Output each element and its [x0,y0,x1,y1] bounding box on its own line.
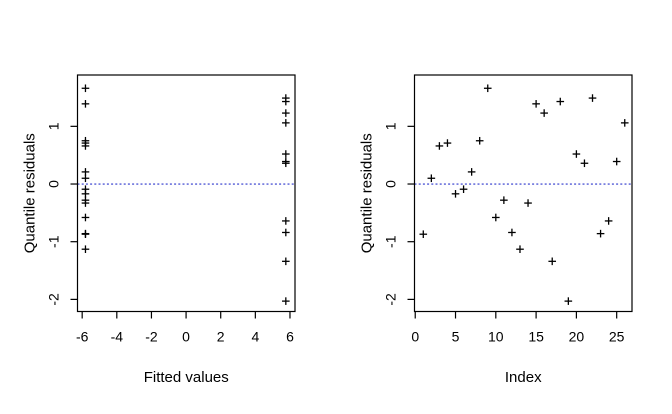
plus-marker [81,199,90,207]
plus-marker [443,139,452,147]
residuals-vs-fitted-plot-area: -6 -4 -2 0 2 4 6 -2 -1 0 1 [46,74,296,345]
plus-marker [81,245,90,254]
y-axis-tick-label: -2 [46,293,62,306]
plus-marker [540,109,548,117]
plus-marker [564,297,573,305]
plus-marker [435,142,444,150]
plus-marker [81,185,90,194]
plus-marker [81,84,90,93]
plus-marker [556,97,565,106]
plus-marker [508,228,516,237]
y-axis-tick-label: 0 [383,180,399,188]
x-axis-tick-label: 20 [569,329,585,345]
plus-marker [596,229,605,238]
plus-marker [282,228,290,237]
x-axis-tick-label: 25 [609,329,625,345]
residuals-vs-index-panel: 0 5 10 15 20 25 -2 -1 0 1 Index Quantile residual… [359,74,633,386]
plus-marker [451,190,460,198]
quantile-residuals-axis-title-right: Quantile residuals [359,133,376,253]
residuals-vs-index-plot-area: 0 5 10 15 20 25 -2 -1 0 1 [383,74,633,345]
plus-marker [419,230,428,239]
plus-marker [580,159,589,168]
y-axis-tick-label: 1 [46,122,62,130]
plus-marker [81,136,90,145]
plus-marker [620,119,629,127]
plus-marker [500,196,508,204]
plus-marker [475,136,484,145]
plus-marker [81,100,90,108]
plot-border-box [413,74,633,313]
plus-marker [492,213,500,222]
plus-marker [282,157,290,166]
x-axis-tick-label: 15 [528,329,544,345]
fitted-values-axis-title: Fitted values [144,369,229,386]
plus-marker [282,297,290,305]
plus-marker [612,157,621,166]
x-axis-tick-label: 5 [452,329,460,345]
plus-marker [572,150,581,158]
y-axis-tick-label: -2 [383,293,399,306]
plot-border-box [76,74,296,313]
plus-marker [81,213,90,222]
plus-marker [588,94,597,102]
x-axis-tick-label: 0 [411,329,419,345]
plus-marker [604,217,613,225]
x-axis-tick-label: -4 [111,329,124,345]
x-axis-tick-label: 0 [182,329,190,345]
plus-marker [282,119,290,127]
plus-marker [548,257,557,266]
plus-marker [81,168,90,176]
plus-marker [467,168,476,176]
plus-marker [81,174,90,183]
plus-marker [282,257,290,266]
y-axis-tick-label: 0 [46,180,62,188]
plus-marker [81,229,90,238]
plus-marker [282,94,290,102]
quantile-residuals-axis-title-left: Quantile residuals [22,133,39,253]
x-axis-tick-label: 6 [286,329,294,345]
x-axis-tick-label: 10 [488,329,504,345]
x-axis-tick-label: 2 [217,329,225,345]
plus-marker [483,84,492,93]
index-axis-title: Index [505,369,542,386]
plus-marker [282,109,290,117]
y-axis-tick-label: -1 [383,235,399,248]
plus-marker [459,185,468,194]
x-axis-tick-label: -6 [76,329,89,345]
residuals-vs-fitted-panel: -6 -4 -2 0 2 4 6 -2 -1 0 1 Fitted values Quantile … [22,74,296,386]
plus-marker [282,150,290,158]
x-axis-tick-label: -2 [145,329,158,345]
y-axis-tick-label: -1 [46,235,62,248]
y-axis-tick-label: 1 [383,122,399,130]
plus-marker [516,245,524,254]
plus-marker [532,100,540,108]
plus-marker [524,199,532,207]
x-axis-tick-label: 4 [251,329,259,345]
plus-marker [282,217,290,225]
plus-marker [427,174,436,183]
